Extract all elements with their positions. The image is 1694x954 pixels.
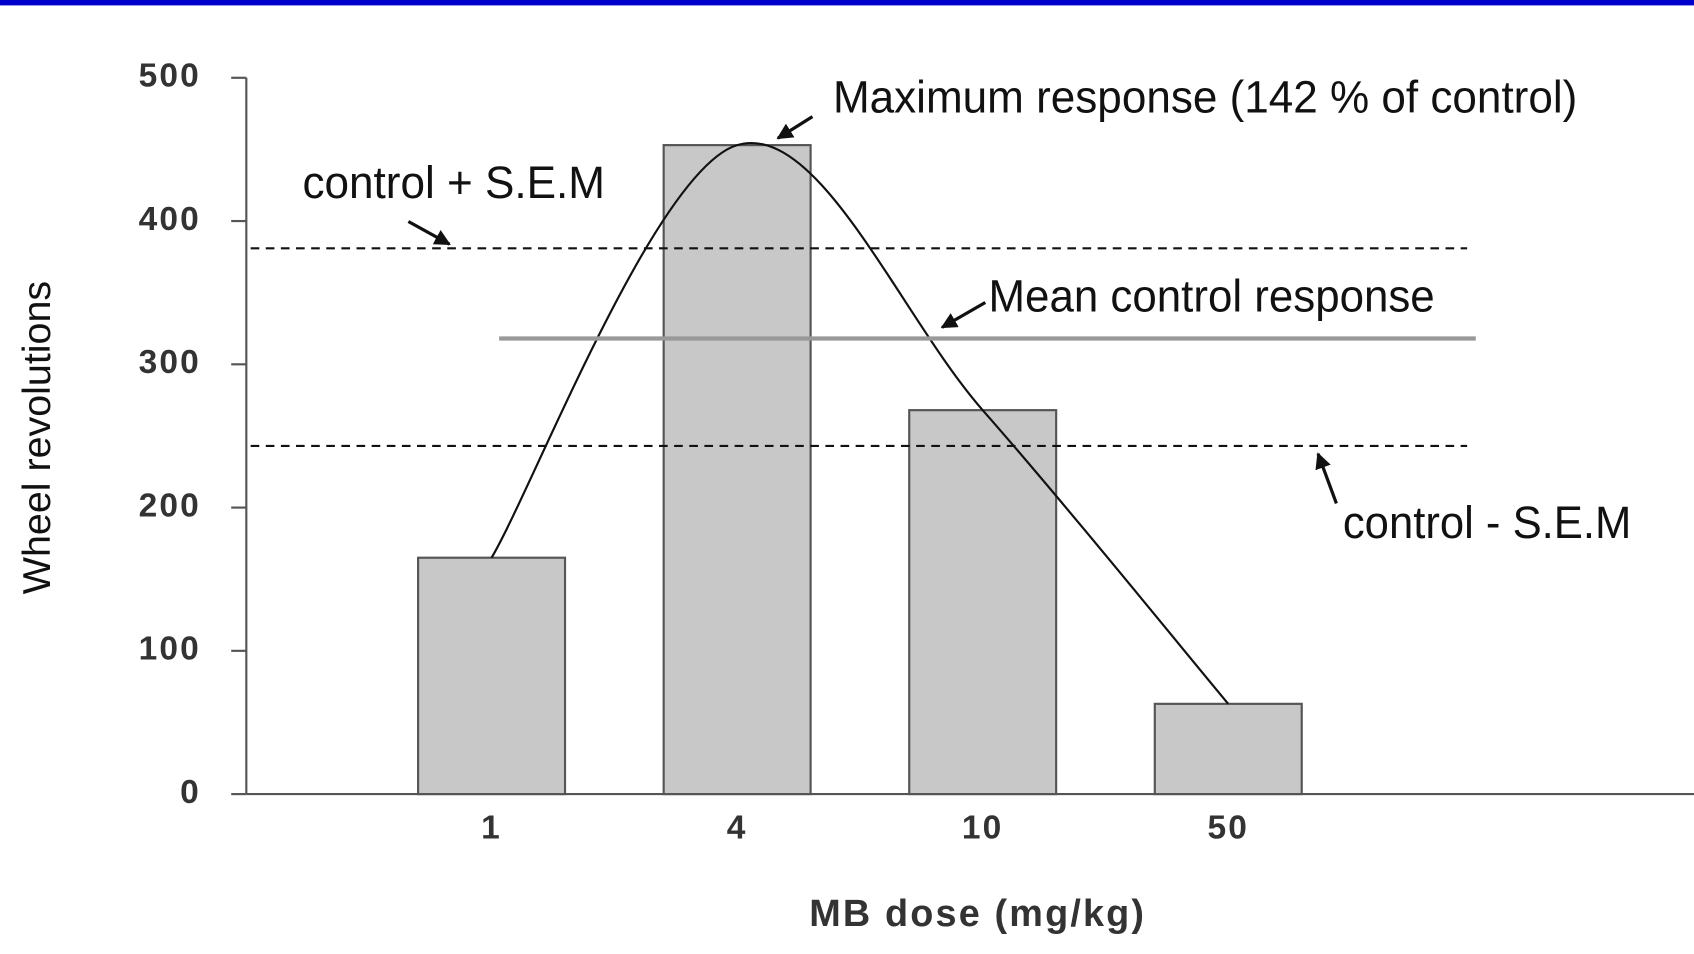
x-tick-label: 1 — [481, 810, 502, 847]
bar — [662, 144, 812, 796]
x-tick-label: 50 — [1207, 810, 1249, 847]
annotation-arrow — [776, 115, 814, 140]
label-arrow — [940, 301, 987, 329]
bar — [1153, 702, 1303, 796]
bar — [908, 409, 1058, 796]
fitted-curve — [490, 142, 1230, 705]
reference-label: control + S.E.M — [303, 157, 606, 208]
y-axis-label: Wheel revolutions — [16, 281, 59, 594]
bar — [417, 556, 567, 796]
y-tick-label: 100 — [139, 631, 201, 668]
x-tick-label: 4 — [727, 810, 748, 847]
y-tick-label: 500 — [139, 58, 201, 95]
y-tick-label: 0 — [180, 774, 201, 811]
reference-label: control - S.E.M — [1343, 497, 1631, 548]
annotation: Maximum response (142 % of control) — [833, 71, 1577, 122]
x-axis-label: MB dose (mg/kg) — [809, 893, 1146, 935]
top-bar — [0, 0, 1694, 6]
reference-label: Mean control response — [989, 270, 1435, 321]
x-tick-label: 10 — [962, 810, 1004, 847]
y-tick-label: 300 — [139, 344, 201, 381]
label-arrow — [407, 220, 451, 246]
label-arrow — [1315, 452, 1338, 505]
y-tick-label: 200 — [139, 487, 201, 524]
y-tick-label: 400 — [139, 201, 201, 238]
